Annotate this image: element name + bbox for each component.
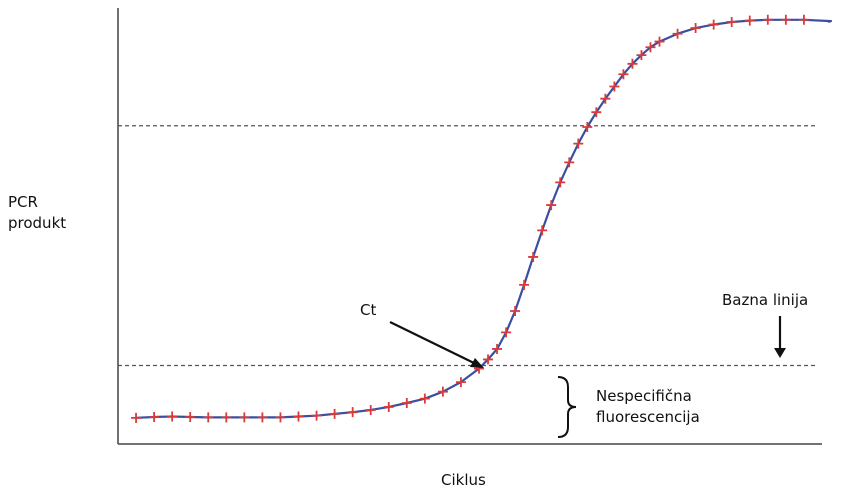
- data-point-marker: [690, 23, 701, 34]
- data-point-marker: [311, 410, 322, 421]
- data-point-marker: [555, 177, 566, 188]
- data-point-marker: [564, 157, 575, 168]
- data-point-marker: [492, 343, 503, 354]
- data-point-marker: [672, 28, 683, 39]
- y-axis-label: PCR produkt: [8, 193, 67, 232]
- data-point-marker: [618, 69, 629, 80]
- baseline-arrowhead: [774, 348, 786, 358]
- data-point-marker: [383, 401, 394, 412]
- data-point-marker: [582, 122, 593, 133]
- data-point-marker: [762, 14, 773, 25]
- data-point-marker: [167, 411, 178, 422]
- data-point-marker: [203, 412, 214, 423]
- data-point-marker: [546, 200, 557, 211]
- data-point-marker: [744, 15, 755, 26]
- baseline-label: Bazna linija: [722, 291, 809, 309]
- data-point-marker: [483, 354, 494, 365]
- data-point-marker: [627, 58, 638, 69]
- data-point-marker: [528, 251, 539, 262]
- nonspecific-label: Nespecifična fluorescencija: [596, 387, 700, 426]
- data-point-marker: [573, 138, 584, 149]
- data-point-marker: [131, 412, 142, 423]
- data-point-marker: [347, 407, 358, 418]
- data-point-marker: [636, 50, 647, 61]
- data-point-marker: [329, 408, 340, 419]
- data-point-marker: [609, 81, 620, 92]
- nonspecific-bracket: [557, 376, 577, 438]
- data-point-marker: [780, 14, 791, 25]
- ct-arrow: [389, 321, 477, 365]
- ct-arrowhead: [470, 358, 484, 368]
- data-point-marker: [257, 412, 268, 423]
- data-point-marker: [645, 42, 656, 53]
- data-point-marker: [600, 93, 611, 104]
- ct-label: Ct: [360, 301, 377, 319]
- data-point-marker: [185, 411, 196, 422]
- data-point-marker: [519, 279, 530, 290]
- data-point-marker: [293, 411, 304, 422]
- data-point-marker: [798, 14, 809, 25]
- amplification-curve: [136, 18, 833, 419]
- data-point-marker: [365, 404, 376, 415]
- data-point-marker: [239, 412, 250, 423]
- data-point-marker: [501, 327, 512, 338]
- data-point-marker: [401, 398, 412, 409]
- x-axis-label: Ciklus: [441, 471, 486, 489]
- data-point-marker: [726, 16, 737, 27]
- data-point-marker: [437, 386, 448, 397]
- data-point-marker: [708, 19, 719, 30]
- data-point-marker: [654, 36, 665, 47]
- data-point-marker: [275, 412, 286, 423]
- data-point-marker: [591, 107, 602, 118]
- data-point-marker: [419, 393, 430, 404]
- data-point-marker: [221, 412, 232, 423]
- data-point-marker: [149, 411, 160, 422]
- data-point-marker: [537, 225, 548, 236]
- data-point-marker: [510, 306, 521, 317]
- data-point-marker: [455, 377, 466, 388]
